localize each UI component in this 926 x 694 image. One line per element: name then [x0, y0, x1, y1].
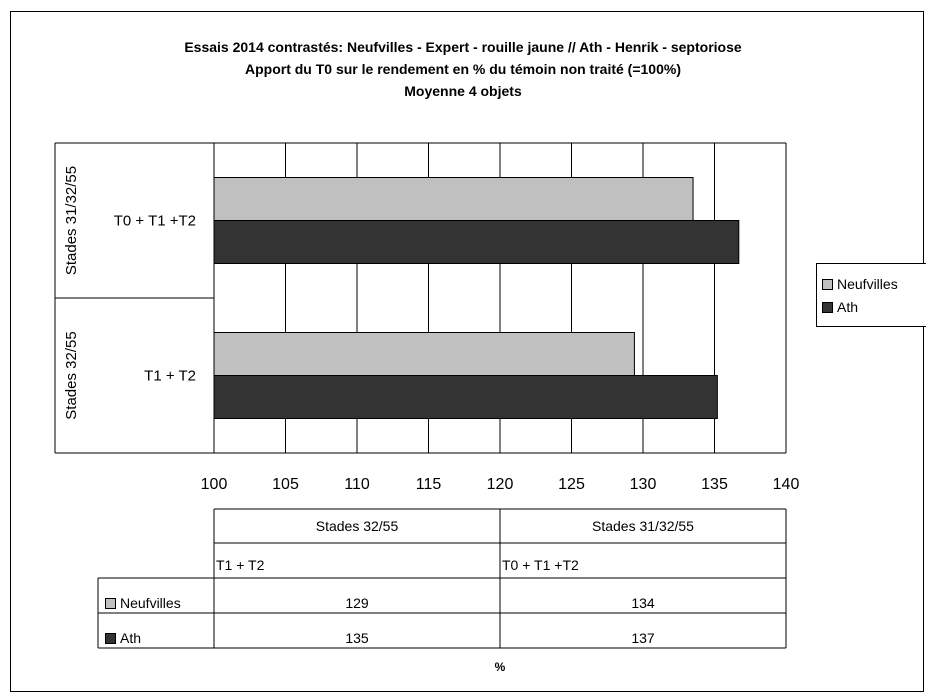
x-tick-label: 135 [701, 476, 728, 493]
chart-title-line-2: Apport du T0 sur le rendement en % du té… [244, 61, 681, 77]
table-cell: 135 [345, 630, 369, 646]
x-axis-label: % [494, 660, 506, 674]
legend-label-ath: Ath [837, 299, 859, 315]
x-tick-label: 100 [201, 476, 228, 493]
table-cell: 129 [345, 595, 369, 611]
chart-legend: Neufvilles Ath [816, 263, 926, 327]
legend-item-ath: Ath [822, 298, 858, 316]
x-tick-label: 120 [487, 476, 514, 493]
y-group-label: Stades 32/55 [63, 331, 80, 419]
y-category-label: T0 + T1 +T2 [114, 213, 196, 230]
y-group-label: Stades 31/32/55 [63, 166, 80, 275]
bar-neufvilles-1 [213, 177, 694, 221]
x-tick-label: 125 [558, 476, 585, 493]
x-tick-label: 140 [773, 476, 800, 493]
chart-title-line-1: Essais 2014 contrastés: Neufvilles - Exp… [184, 39, 742, 55]
table-row-label-ath: Ath [105, 630, 141, 646]
table-cell: 134 [631, 595, 655, 611]
table-row-label-neufvilles: Neufvilles [105, 595, 181, 611]
table-row-label-text: Neufvilles [120, 595, 181, 611]
chart-title-line-3: Moyenne 4 objets [404, 83, 522, 99]
table-category-header: T0 + T1 +T2 [502, 557, 579, 573]
legend-label-neufvilles: Neufvilles [837, 276, 898, 292]
legend-item-neufvilles: Neufvilles [822, 275, 898, 293]
bar-ath-0 [213, 375, 718, 419]
table-swatch-ath [105, 632, 116, 644]
table-group-header: Stades 31/32/55 [592, 518, 694, 534]
y-category-label: T1 + T2 [144, 368, 196, 385]
table-cell: 137 [631, 630, 655, 646]
x-tick-label: 130 [630, 476, 657, 493]
x-tick-label: 105 [272, 476, 299, 493]
bar-neufvilles-0 [213, 332, 635, 376]
bar-ath-1 [213, 220, 740, 264]
legend-swatch-ath [822, 301, 833, 313]
x-tick-label: 110 [344, 476, 370, 493]
chart-frame [10, 11, 924, 692]
table-swatch-neufvilles [105, 597, 116, 609]
x-tick-label: 115 [416, 476, 442, 493]
table-category-header: T1 + T2 [216, 557, 265, 573]
table-group-header: Stades 32/55 [315, 518, 399, 534]
table-row-label-text: Ath [120, 630, 142, 646]
legend-swatch-neufvilles [822, 278, 833, 290]
